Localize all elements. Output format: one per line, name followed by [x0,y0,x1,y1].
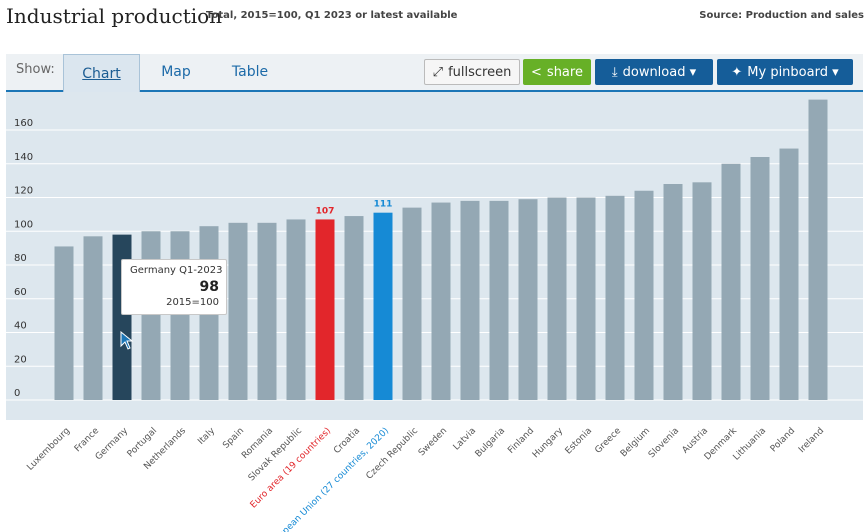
tooltip-value: 98 [199,279,219,295]
bar-portugal[interactable] [141,231,161,400]
tab-map[interactable]: Map [161,64,191,80]
bar-greece[interactable] [605,195,625,400]
bar-slovak-republic[interactable] [286,219,306,400]
bar-netherlands[interactable] [170,231,190,400]
x-tick-label: Bulgaria [474,426,507,459]
mouse-cursor-icon [120,331,134,350]
y-tick-label: 40 [14,321,27,332]
x-tick-label: Sweden [417,426,449,458]
data-label: 107 [316,206,335,216]
share-label: share [546,64,583,80]
x-tick-label: Slovenia [647,426,681,460]
x-tick-label: Spain [221,426,246,451]
tab-table[interactable]: Table [231,64,269,80]
tooltip-title: Germany Q1-2023 [130,265,223,276]
pinboard-button[interactable]: ✦ My pinboard ▾ [717,59,853,85]
source-note: Source: Production and sales [699,10,864,21]
x-tick-label: Italy [196,426,217,447]
bar-czech-republic[interactable] [402,207,422,400]
show-label: Show: [16,62,55,77]
bar-sweden[interactable] [431,202,451,400]
share-button[interactable]: < share [523,59,591,85]
download-button[interactable]: ⤓ download ▾ [595,59,713,85]
bar-romania[interactable] [257,222,277,400]
bar-hungary[interactable] [547,197,567,401]
bar-finland[interactable] [518,199,538,400]
bar-lithuania[interactable] [750,157,770,400]
share-icon: < [531,64,542,80]
x-tick-label: Hungary [531,426,566,461]
x-tick-label: Ireland [797,426,826,455]
bar-spain[interactable] [228,222,248,400]
chart-tooltip: Germany Q1-2023 98 2015=100 [121,259,227,315]
bar-austria[interactable] [692,182,712,400]
y-tick-label: 100 [14,219,33,230]
bar-latvia[interactable] [460,200,480,400]
x-tick-label: Germany [94,426,131,463]
view-toolbar: Show: Chart Map Table ⤢ fullscreen < sha… [6,54,863,92]
bar-ireland[interactable] [808,99,828,400]
download-label: download ▾ [622,64,697,80]
x-tick-label: Poland [769,426,797,454]
y-tick-label: 20 [14,354,27,365]
bar-poland[interactable] [779,148,799,400]
bar-european-union-27-countries-2020[interactable] [373,212,393,400]
x-tick-label: Luxembourg [25,426,72,473]
bar-belgium[interactable] [634,190,654,400]
pin-icon: ✦ [731,64,743,80]
page-subtitle: Total, 2015=100, Q1 2023 or latest avail… [206,10,458,21]
bar-euro-area-19-countries[interactable] [315,219,335,400]
tab-chart[interactable]: Chart [63,54,140,92]
x-tick-label: Slovak Republic [247,426,304,483]
y-tick-label: 160 [14,118,33,129]
bar-estonia[interactable] [576,197,596,401]
x-tick-label: Estonia [564,426,595,457]
page-title: Industrial production [6,4,223,28]
y-tick-label: 120 [14,186,33,197]
x-tick-label: Czech Republic [365,426,421,482]
y-tick-label: 80 [14,253,27,264]
bar-denmark[interactable] [721,163,741,400]
fullscreen-label: fullscreen [448,64,512,80]
download-icon: ⤓ [611,64,618,80]
x-tick-label: France [73,426,102,455]
bar-luxembourg[interactable] [54,246,74,400]
tooltip-unit: 2015=100 [166,297,219,308]
y-tick-label: 0 [14,388,20,399]
bar-croatia[interactable] [344,216,364,400]
y-tick-label: 140 [14,152,33,163]
data-label: 111 [374,200,393,210]
y-tick-label: 60 [14,287,27,298]
expand-icon: ⤢ [432,64,444,80]
x-tick-label: Latvia [452,426,478,452]
bar-france[interactable] [83,236,103,400]
bar-slovenia[interactable] [663,184,683,400]
bar-bulgaria[interactable] [489,200,509,400]
fullscreen-button[interactable]: ⤢ fullscreen [424,59,520,85]
pinboard-label: My pinboard ▾ [747,64,839,80]
